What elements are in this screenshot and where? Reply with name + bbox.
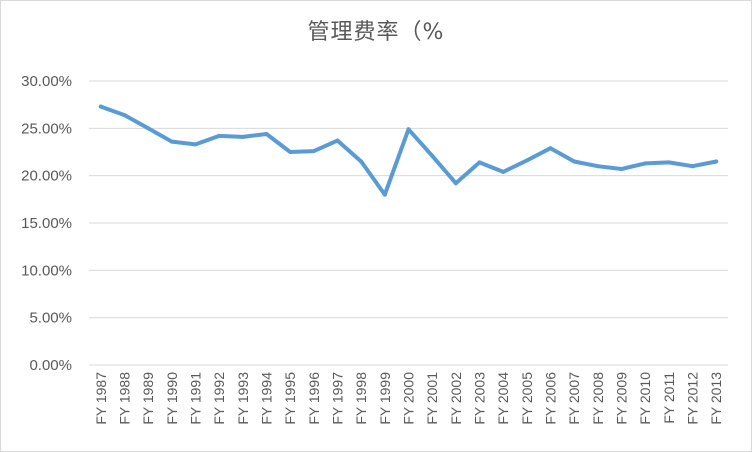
data-point [690,164,695,169]
data-point [146,126,151,131]
x-tick-label: FY 1988 [117,372,133,425]
data-point [666,160,671,165]
x-tick-label: FY 1990 [164,372,180,425]
x-tick-label: FY 1999 [377,372,393,425]
x-tick-label: FY 2008 [590,372,606,425]
x-axis-ticks: FY 1987 FY 1988 FY 1989 FY 1990 FY 1991 FY 19… [93,372,724,425]
series-line [98,104,719,197]
data-point [643,161,648,166]
data-point [288,150,293,154]
x-tick-label: FY 1987 [93,372,109,425]
x-tick-label: FY 1993 [235,372,251,425]
x-tick-label: FY 2010 [637,372,653,425]
x-tick-label: FY 2011 [661,372,677,424]
data-point [430,153,435,158]
x-tick-label: FY 1989 [140,372,156,425]
x-tick-label: FY 2012 [685,372,701,425]
x-tick-label: FY 2013 [708,372,724,425]
data-point [619,167,624,172]
x-tick-label: FY 2001 [424,372,440,425]
data-point [335,138,340,143]
y-tick-label: 0.00% [29,357,72,374]
y-tick-label: 5.00% [29,310,72,327]
data-point [311,149,316,154]
data-point [572,159,577,164]
x-tick-label: FY 1992 [211,372,227,425]
data-point [548,146,553,151]
y-tick-label: 25.00% [21,120,72,137]
data-point [477,160,482,165]
x-tick-label: FY 1995 [282,372,298,425]
data-point [98,104,103,109]
data-point [122,113,127,118]
x-tick-label: FY 1996 [306,372,322,425]
data-point [595,164,600,169]
x-tick-label: FY 2002 [448,372,464,425]
data-point [169,139,174,144]
data-point [264,132,269,137]
x-tick-label: FY 2000 [401,372,417,425]
y-axis-ticks: 0.00% 5.00% 10.00% 15.00% 20.00% 25.00% 30.00% [21,73,72,374]
data-point [714,159,719,164]
x-tick-label: FY 2003 [472,372,488,425]
x-tick-label: FY 1991 [188,372,204,425]
data-point [193,142,198,147]
data-point [217,133,222,138]
y-tick-label: 20.00% [21,168,72,185]
x-tick-label: FY 1997 [330,372,346,425]
data-point [382,192,387,197]
series-group [98,104,719,197]
x-tick-label: FY 2009 [614,372,630,425]
data-point [359,159,364,164]
x-tick-label: FY 1998 [353,372,369,425]
x-tick-label: FY 2007 [566,372,582,425]
x-tick-label: FY 2006 [543,372,559,425]
data-point [524,158,529,163]
data-point [453,181,458,186]
y-tick-label: 30.00% [21,73,72,90]
y-tick-label: 15.00% [21,215,72,232]
grid-lines [89,80,728,319]
x-tick-label: FY 2005 [519,372,535,425]
x-tick-label: FY 2004 [495,372,511,425]
y-tick-label: 10.00% [21,262,72,279]
x-tick-label: FY 1994 [259,372,275,425]
data-point [406,127,411,132]
chart-title: 管理费率（% [307,20,445,45]
data-point [240,134,245,139]
data-point [501,169,506,174]
